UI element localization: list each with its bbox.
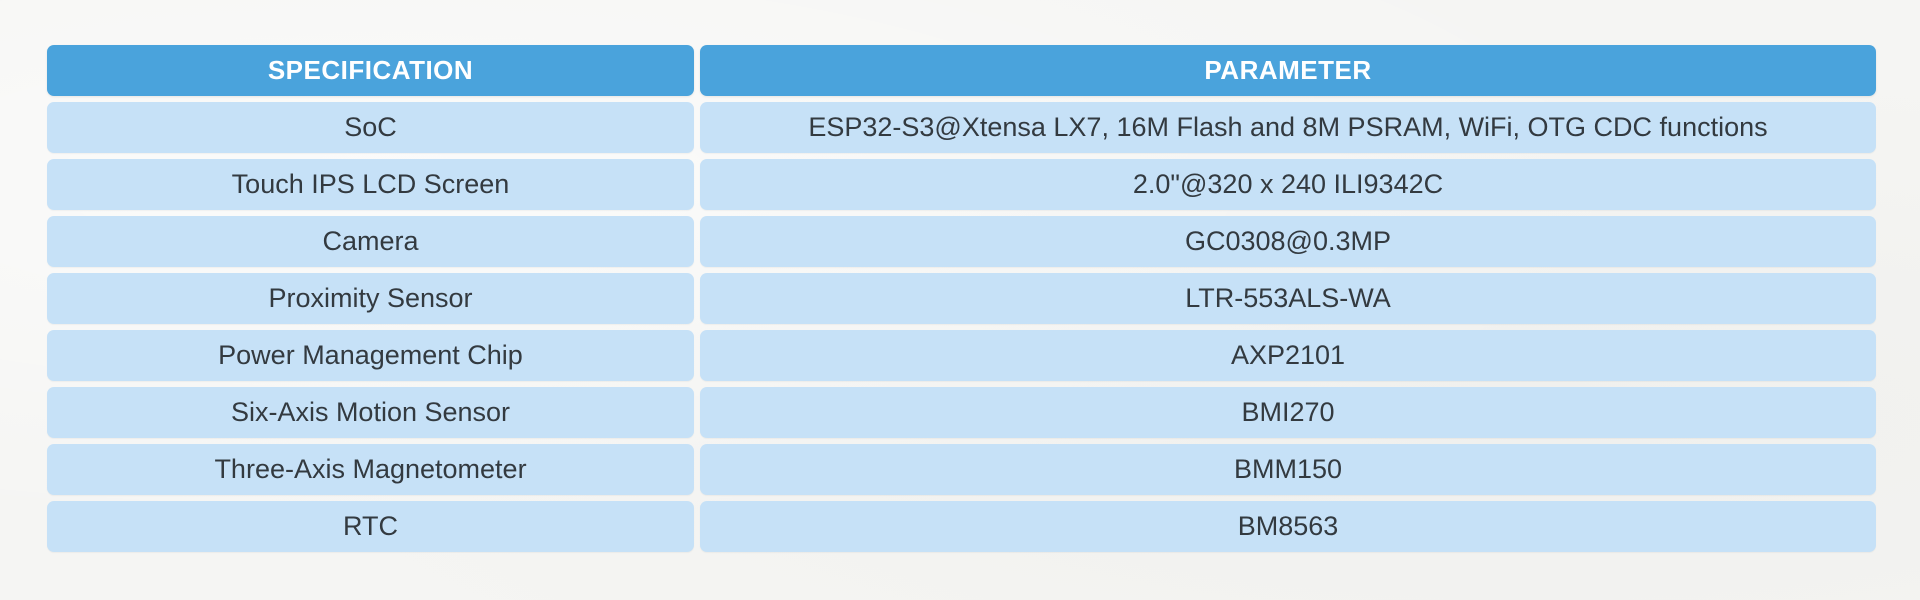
specification-table: SPECIFICATION PARAMETER SoC ESP32-S3@Xte…: [47, 45, 1876, 558]
table-row: Power Management Chip AXP2101: [47, 330, 1876, 381]
table-row: Touch IPS LCD Screen 2.0"@320 x 240 ILI9…: [47, 159, 1876, 210]
parameter-cell: ESP32-S3@Xtensa LX7, 16M Flash and 8M PS…: [700, 102, 1876, 153]
header-parameter: PARAMETER: [700, 45, 1876, 96]
table-row: Proximity Sensor LTR-553ALS-WA: [47, 273, 1876, 324]
parameter-cell: 2.0"@320 x 240 ILI9342C: [700, 159, 1876, 210]
table-header-row: SPECIFICATION PARAMETER: [47, 45, 1876, 96]
parameter-cell: BMI270: [700, 387, 1876, 438]
parameter-cell: GC0308@0.3MP: [700, 216, 1876, 267]
specification-cell: RTC: [47, 501, 694, 552]
specification-cell: Camera: [47, 216, 694, 267]
specification-cell: Six-Axis Motion Sensor: [47, 387, 694, 438]
table-row: RTC BM8563: [47, 501, 1876, 552]
table-row: Six-Axis Motion Sensor BMI270: [47, 387, 1876, 438]
specification-cell: SoC: [47, 102, 694, 153]
specification-cell: Three-Axis Magnetometer: [47, 444, 694, 495]
header-specification: SPECIFICATION: [47, 45, 694, 96]
table-row: Camera GC0308@0.3MP: [47, 216, 1876, 267]
table-row: Three-Axis Magnetometer BMM150: [47, 444, 1876, 495]
specification-cell: Proximity Sensor: [47, 273, 694, 324]
parameter-cell: LTR-553ALS-WA: [700, 273, 1876, 324]
parameter-cell: BMM150: [700, 444, 1876, 495]
parameter-cell: BM8563: [700, 501, 1876, 552]
specification-cell: Power Management Chip: [47, 330, 694, 381]
table-row: SoC ESP32-S3@Xtensa LX7, 16M Flash and 8…: [47, 102, 1876, 153]
specification-cell: Touch IPS LCD Screen: [47, 159, 694, 210]
parameter-cell: AXP2101: [700, 330, 1876, 381]
